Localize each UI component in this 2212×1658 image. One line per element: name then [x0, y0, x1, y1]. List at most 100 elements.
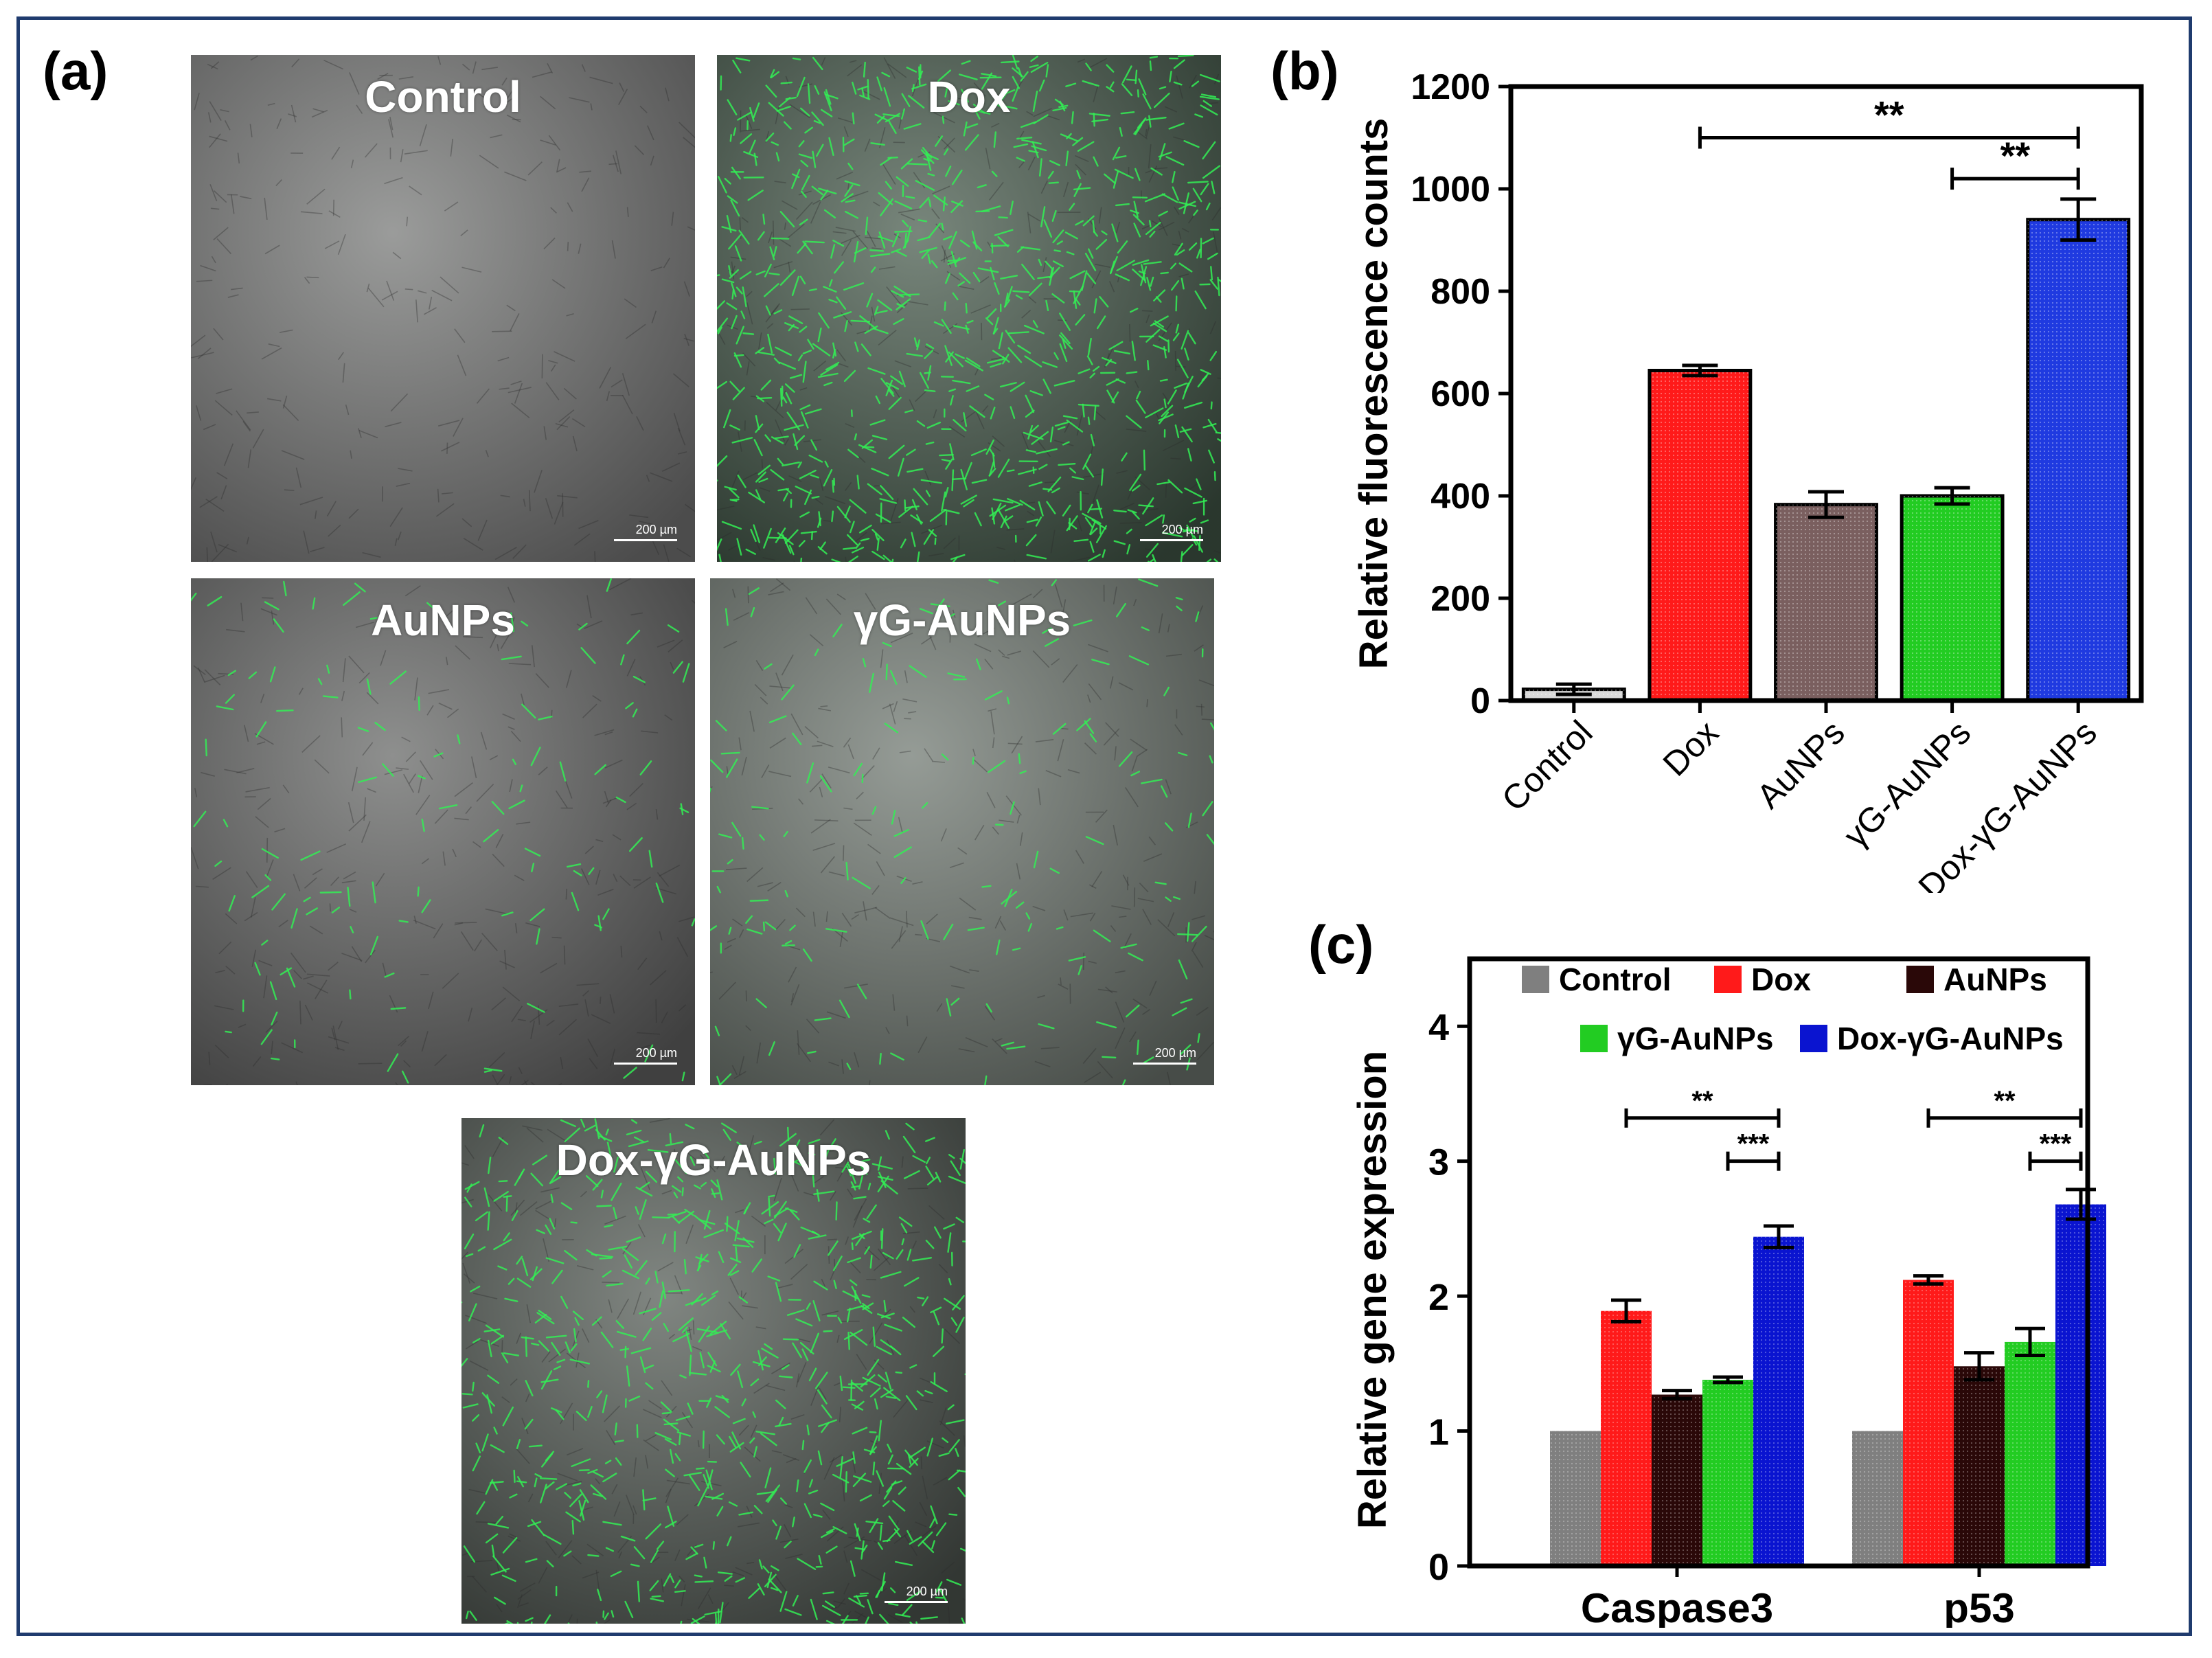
- fluorescent-cell: [1076, 718, 1091, 731]
- cell-outline: [1084, 1071, 1102, 1083]
- cell-outline: [681, 1584, 686, 1606]
- fluorescent-cell: [587, 1380, 590, 1388]
- fluorescent-cell: [1210, 401, 1213, 410]
- fluorescent-cell: [784, 383, 795, 393]
- fluorescent-cell: [1138, 578, 1159, 587]
- fluorescent-cell: [597, 915, 602, 931]
- fluorescent-cell: [1082, 403, 1085, 418]
- fluorescent-cell: [1029, 390, 1043, 396]
- fluorescent-cell: [1005, 330, 1016, 344]
- cell-outline: [681, 1411, 694, 1429]
- cell-outline: [833, 1600, 846, 1605]
- fluorescent-cell: [879, 498, 898, 504]
- cell-outline: [299, 497, 323, 506]
- fluorescent-cell: [967, 927, 985, 931]
- fluorescent-cell: [1030, 424, 1039, 433]
- cell-outline: [584, 845, 594, 854]
- bar-texture: [1702, 1379, 1753, 1566]
- cell-outline: [523, 1080, 528, 1085]
- fluorescent-cell: [906, 67, 917, 73]
- fluorescent-cell: [785, 96, 797, 100]
- fluorescent-cell: [300, 850, 321, 861]
- fluorescent-cell: [748, 491, 766, 503]
- fluorescent-cell: [946, 998, 952, 1017]
- fluorescent-cell: [1031, 141, 1039, 159]
- fluorescent-cell: [465, 1611, 469, 1620]
- cell-outline: [1057, 319, 1067, 321]
- fluorescent-cell: [524, 848, 541, 857]
- fluorescent-cell: [540, 1484, 547, 1503]
- fluorescent-cell: [1175, 597, 1183, 601]
- fluorescent-cell: [803, 1503, 812, 1519]
- fluorescent-cell: [740, 1462, 751, 1478]
- cell-outline: [843, 737, 852, 748]
- fluorescent-cell: [876, 115, 885, 124]
- cell-outline: [1061, 599, 1067, 618]
- fluorescent-cell: [874, 306, 879, 316]
- fluorescent-cell: [1146, 277, 1152, 291]
- fluorescent-cell: [761, 1201, 779, 1215]
- fluorescent-cell: [1200, 519, 1209, 524]
- cell-outline: [485, 450, 489, 457]
- fluorescent-cell: [828, 137, 834, 156]
- cell-outline: [730, 256, 746, 260]
- cell-outline: [218, 941, 232, 955]
- cell-outline: [611, 1484, 618, 1495]
- fluorescent-cell: [870, 142, 885, 146]
- fluorescent-cell: [727, 99, 738, 115]
- fluorescent-cell: [966, 123, 979, 129]
- fluorescent-cell: [773, 309, 783, 315]
- fluorescent-cell: [887, 388, 895, 397]
- cell-outline: [878, 1473, 882, 1494]
- cell-outline: [1027, 157, 1036, 170]
- fluorescent-cell: [762, 1565, 770, 1574]
- fluorescent-cell: [1213, 470, 1216, 481]
- cell-outline: [271, 610, 275, 625]
- fluorescent-cell: [814, 1017, 832, 1021]
- fluorescent-cell: [771, 1565, 779, 1571]
- fluorescent-cell: [650, 1549, 659, 1563]
- fluorescent-cell: [885, 1396, 896, 1399]
- cell-outline: [351, 946, 363, 962]
- fluorescent-cell: [876, 1589, 880, 1598]
- cell-outline: [877, 1248, 891, 1266]
- cell-outline: [606, 391, 611, 402]
- cell-outline: [883, 57, 896, 79]
- cell-outline: [472, 61, 477, 74]
- fluorescent-cell: [943, 1223, 955, 1230]
- fluorescent-cell: [919, 608, 933, 615]
- cell-outline: [461, 1251, 468, 1260]
- fluorescent-cell: [1175, 323, 1179, 334]
- cell-outline: [377, 73, 389, 80]
- fluorescent-cell: [804, 240, 825, 244]
- cell-outline: [506, 304, 516, 312]
- cell-outline: [1002, 655, 1010, 659]
- fluorescent-cell: [1189, 517, 1196, 523]
- cell-outline: [753, 1383, 770, 1394]
- cell-outline: [718, 333, 726, 345]
- fluorescent-cell: [628, 1140, 649, 1148]
- cell-outline: [878, 329, 897, 346]
- fluorescent-cell: [844, 319, 848, 332]
- fluorescent-cell: [1158, 210, 1169, 217]
- fluorescent-cell: [534, 1313, 547, 1324]
- fluorescent-cell: [1069, 270, 1086, 280]
- fluorescent-cell: [1051, 579, 1057, 587]
- fluorescent-cell: [511, 1210, 518, 1221]
- fluorescent-cell: [775, 435, 789, 440]
- fluorescent-cell: [808, 288, 817, 292]
- cell-outline: [732, 589, 736, 598]
- cell-outline: [755, 1326, 766, 1330]
- cell-outline: [282, 396, 288, 409]
- cell-outline: [396, 482, 411, 487]
- cell-outline: [887, 1613, 903, 1624]
- fluorescent-cell: [794, 1161, 806, 1168]
- fluorescent-cell: [317, 678, 323, 685]
- cell-outline: [218, 544, 237, 553]
- cell-outline: [655, 999, 657, 1023]
- cell-outline: [896, 303, 908, 314]
- fluorescent-cell: [1052, 723, 1067, 735]
- cell-outline: [368, 84, 373, 98]
- fluorescent-cell: [942, 235, 953, 240]
- fluorescent-cell: [711, 1290, 719, 1296]
